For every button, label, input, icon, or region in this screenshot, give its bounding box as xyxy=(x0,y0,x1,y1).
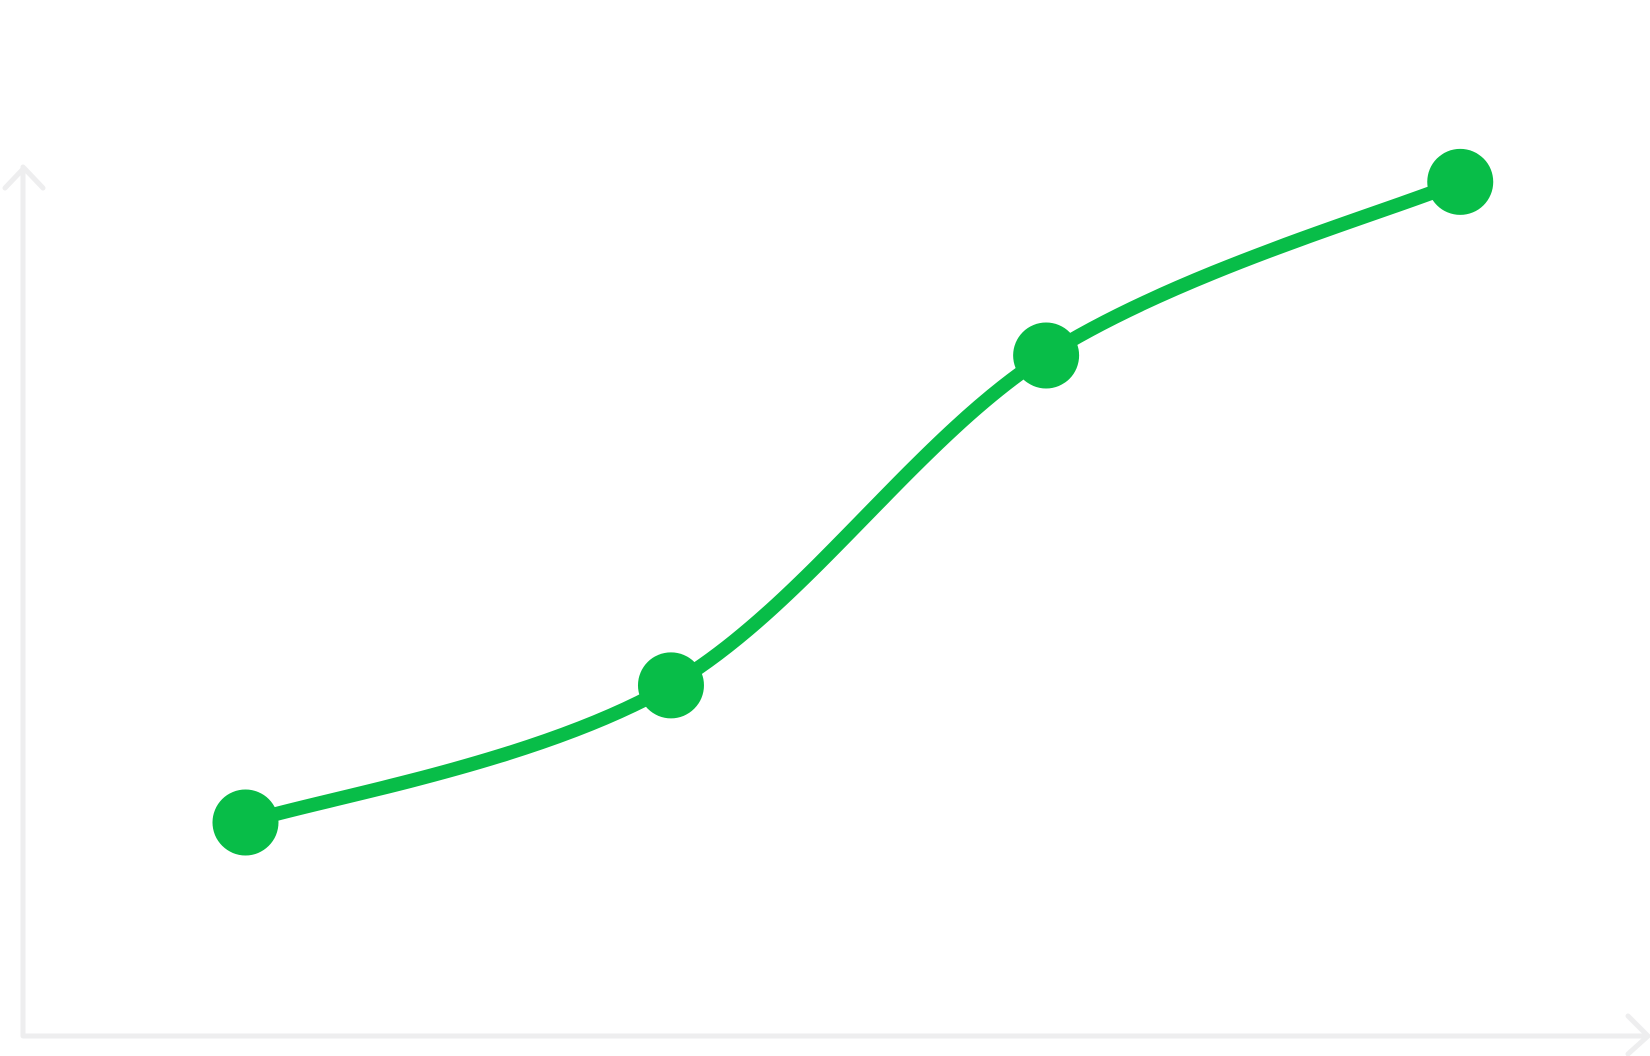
axis-lines xyxy=(20,164,1650,1039)
axes xyxy=(2,164,1650,1056)
data-point xyxy=(637,652,704,719)
data-point xyxy=(1013,322,1080,389)
data-point xyxy=(1427,148,1494,215)
y-axis-arrow xyxy=(2,165,46,191)
x-axis-arrow xyxy=(1625,1013,1650,1056)
data-point xyxy=(212,789,279,856)
line xyxy=(238,174,1468,830)
